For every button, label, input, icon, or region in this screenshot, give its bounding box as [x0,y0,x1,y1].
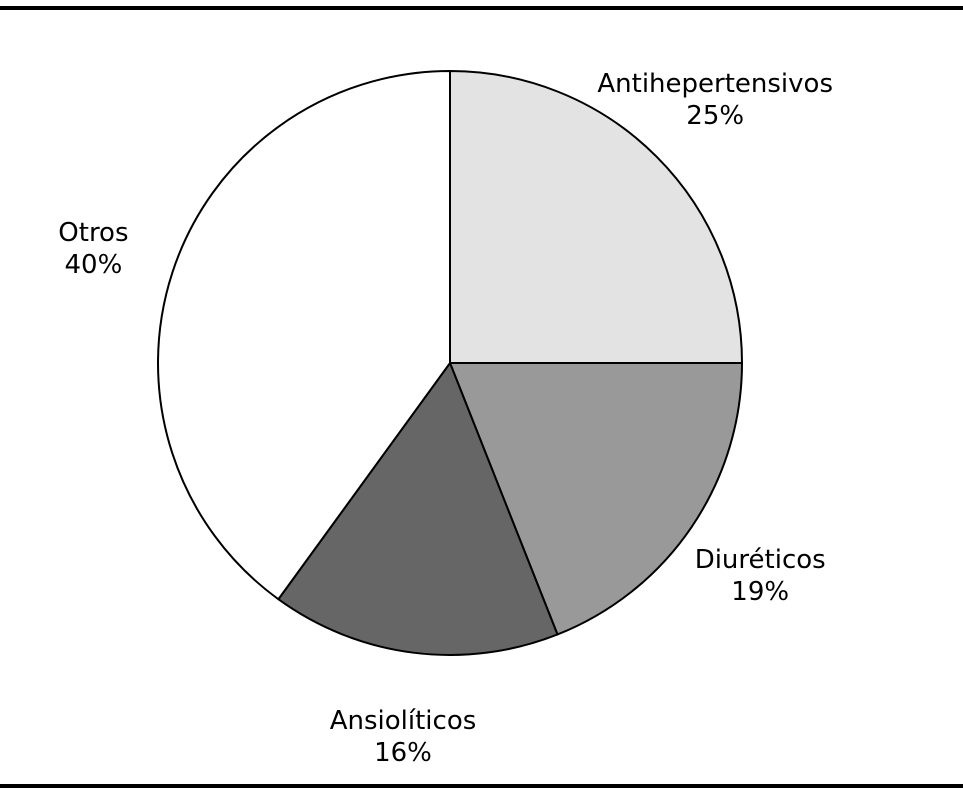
pie-labels: Antihepertensivos 25% Diuréticos 19% Ansiolí… [58,69,833,768]
pie-label-name: Otros [58,218,128,248]
pie-slice-diureticos [449,362,743,636]
bottom-rule [0,784,963,788]
pie-label-antihepertensivos: Antihepertensivos 25% [597,69,833,131]
pie-label-otros: Otros 40% [58,218,128,280]
pie-label-ansioliticos: Ansiolíticos 16% [330,706,477,768]
top-rule [0,6,963,10]
pie-label-name: Antihepertensivos [597,69,833,99]
pie-label-name: Diuréticos [695,545,826,575]
pie-label-value: 40% [65,250,123,280]
pie-slice-ansioliticos [277,362,559,656]
pie-slice-antihepertensivos [449,70,743,364]
pie-label-value: 16% [374,738,432,768]
pie-label-name: Ansiolíticos [330,706,477,736]
pie-label-diureticos: Diuréticos 19% [695,545,826,607]
pie-label-value: 25% [686,101,744,131]
pie-label-value: 19% [731,577,789,607]
pie-slices [157,70,743,656]
pie-slice-otros [157,70,451,601]
